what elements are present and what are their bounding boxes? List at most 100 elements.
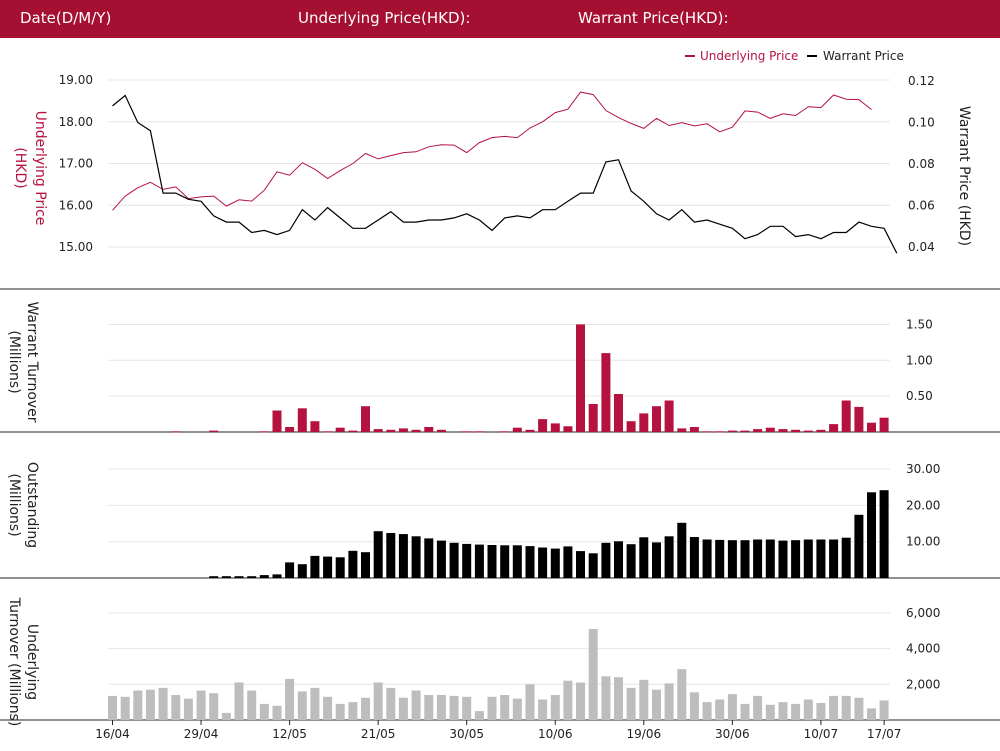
- warrant-turnover-bar: [867, 422, 876, 432]
- underlying-turnover-bar: [778, 702, 788, 720]
- underlying-turnover-bar: [145, 689, 155, 720]
- underlying-turnover-bar: [639, 679, 649, 720]
- outstanding-bar: [500, 545, 510, 578]
- outstanding-bar: [588, 553, 598, 578]
- underlying-turnover-bar: [272, 705, 282, 720]
- outstanding-bar: [525, 546, 535, 578]
- left-tick-label: 19.00: [59, 73, 93, 87]
- outstanding-bar: [803, 539, 813, 578]
- outstanding-bar: [879, 490, 889, 578]
- left-axis-title-line2: (HKD): [12, 147, 28, 188]
- underlying-turnover-bar: [487, 696, 497, 720]
- right-tick-label: 0.08: [908, 157, 935, 171]
- underlying-turnover-bar: [538, 699, 548, 720]
- underlying-price-label: Underlying Price(HKD):: [298, 9, 471, 27]
- underlying-turnover-bar: [108, 695, 117, 720]
- underlying-turnover-bar: [879, 700, 889, 720]
- outstanding-bar: [715, 539, 725, 578]
- warrant-turnover-bar: [601, 353, 611, 432]
- right-axis-title: Warrant Price (HKD): [956, 106, 972, 246]
- underlying-turnover-bar: [867, 708, 876, 720]
- warrant-turnover-bar: [715, 431, 725, 433]
- underlying-turnover-bar: [525, 684, 535, 720]
- outstanding-bar: [538, 547, 548, 578]
- outstanding-bar: [626, 544, 636, 578]
- outstanding-bar: [247, 576, 257, 578]
- underlying-turnover-bar: [626, 687, 636, 720]
- underlying-turnover-bar: [183, 698, 193, 720]
- underlying-turnover-bar: [209, 693, 219, 720]
- warrant-turnover-bar: [753, 429, 763, 432]
- turnover-tick-label: 0.50: [906, 389, 933, 403]
- underlying-turnover-axis-title-line2: Turnover (Millions): [6, 597, 22, 727]
- outstanding-bar: [639, 537, 649, 578]
- outstanding-bar: [474, 544, 484, 578]
- warrant-turnover-bar: [323, 431, 333, 433]
- x-tick-label: 30/05: [449, 727, 484, 741]
- warrant-turnover-bar: [576, 324, 585, 432]
- outstanding-bar: [310, 555, 320, 578]
- warrant-turnover-bar: [259, 431, 269, 433]
- underlying-turnover-bar: [234, 682, 244, 720]
- outstanding-bar: [765, 539, 775, 578]
- warrant-turnover-bar: [727, 430, 737, 432]
- warrant-price-label: Warrant Price(HKD):: [578, 9, 729, 27]
- underlying-turnover-bar: [133, 690, 143, 720]
- outstanding-bar: [664, 536, 674, 578]
- underlying-price-line: [112, 91, 872, 211]
- warrant-turnover-bar: [765, 427, 775, 432]
- underlying-turnover-bar: [196, 690, 206, 720]
- x-tick-label: 29/04: [184, 727, 219, 741]
- warrant-turnover-bar: [272, 410, 282, 432]
- underlying-turnover-bar: [576, 682, 585, 720]
- outstanding-bar: [563, 546, 573, 578]
- x-tick-label: 30/06: [715, 727, 750, 741]
- outstanding-bar: [272, 574, 282, 578]
- underlying-turnover-bar: [740, 703, 750, 720]
- warrant-turnover-bar: [512, 427, 522, 432]
- warrant-turnover-bar: [677, 428, 687, 432]
- outstanding-axis-title-line1: Outstanding: [24, 462, 40, 548]
- underlying-turnover-bar: [373, 682, 383, 720]
- warrant-turnover-bar: [778, 429, 788, 432]
- underlying-turnover-bar: [171, 695, 181, 720]
- underlying-turnover-bar: [297, 691, 307, 720]
- outstanding-bar: [550, 548, 560, 578]
- warrant-turnover-bar: [626, 421, 636, 432]
- warrant-turnover-bar: [689, 427, 699, 432]
- warrant-turnover-bar: [411, 429, 421, 432]
- warrant-turnover-bar: [373, 429, 383, 432]
- outstanding-bar: [234, 576, 244, 578]
- warrant-turnover-bar: [398, 428, 408, 432]
- warrant-turnover-bar: [664, 400, 674, 432]
- warrant-turnover-bar: [816, 429, 826, 432]
- outstanding-bar: [791, 540, 801, 578]
- right-tick-label: 0.10: [908, 116, 935, 130]
- underlying-turnover-bar: [664, 683, 674, 720]
- x-tick-label: 12/05: [272, 727, 307, 741]
- underlying-turnover-bar: [803, 699, 813, 720]
- underlying-turnover-bar: [816, 703, 826, 720]
- outstanding-bar: [689, 537, 699, 578]
- chart-area: 15.00 16.00 17.00 18.00 19.00 0.04 0.06 0.08 0.1…: [0, 49, 1000, 741]
- underlying-turnover-bar: [841, 695, 851, 720]
- underlying-turnover-bar: [386, 687, 396, 720]
- outstanding-bar: [323, 556, 333, 578]
- underlying-turnover-bar: [335, 703, 345, 720]
- underlying-turnover-bar: [462, 696, 472, 720]
- outstanding-bar: [297, 564, 307, 578]
- underlying-turnover-bar: [677, 669, 687, 720]
- outstanding-bar: [727, 540, 737, 578]
- warrant-turnover-bar: [829, 424, 839, 432]
- warrant-turnover-bar: [879, 417, 889, 432]
- outstanding-tick-label: 30.00: [906, 462, 940, 476]
- x-tick-label: 10/07: [804, 727, 839, 741]
- outstanding-bar: [816, 539, 826, 578]
- underlying-turnover-bar: [411, 690, 421, 720]
- underlying-turnover-axis-title-line1: Underlying: [24, 624, 40, 700]
- underlying-turnover-bar: [221, 712, 231, 720]
- outstanding-bar: [576, 551, 585, 578]
- warrant-turnover-bar: [538, 419, 548, 432]
- outstanding-bar: [652, 542, 661, 578]
- outstanding-bar: [373, 531, 383, 578]
